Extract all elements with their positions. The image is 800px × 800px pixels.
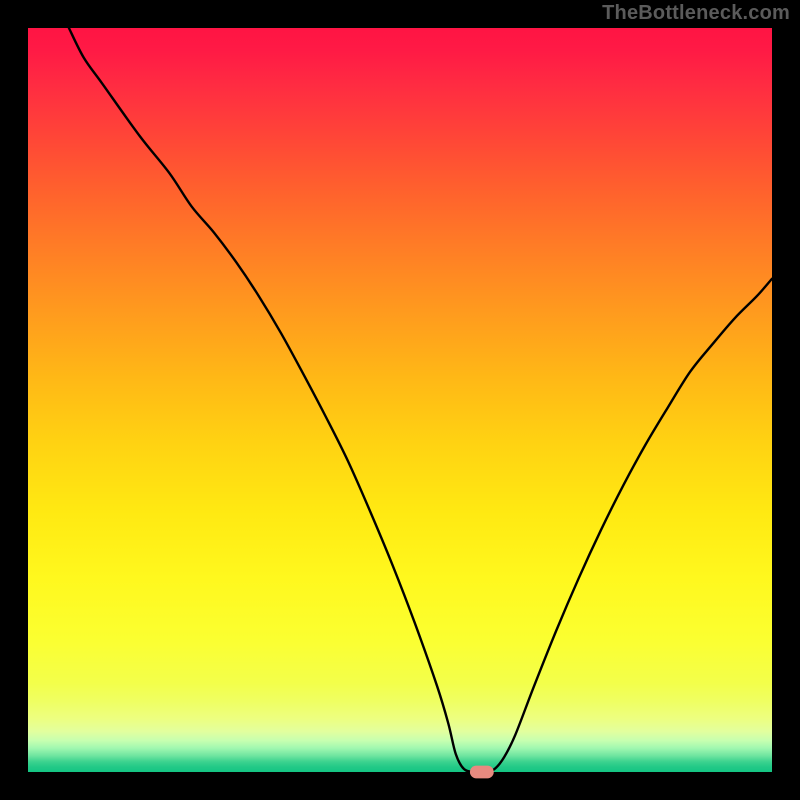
attribution-text: TheBottleneck.com — [602, 2, 790, 25]
plot-background — [28, 28, 772, 772]
bottleneck-chart — [0, 0, 800, 800]
sweet-spot-marker — [470, 766, 494, 779]
chart-stage: TheBottleneck.com — [0, 0, 800, 800]
